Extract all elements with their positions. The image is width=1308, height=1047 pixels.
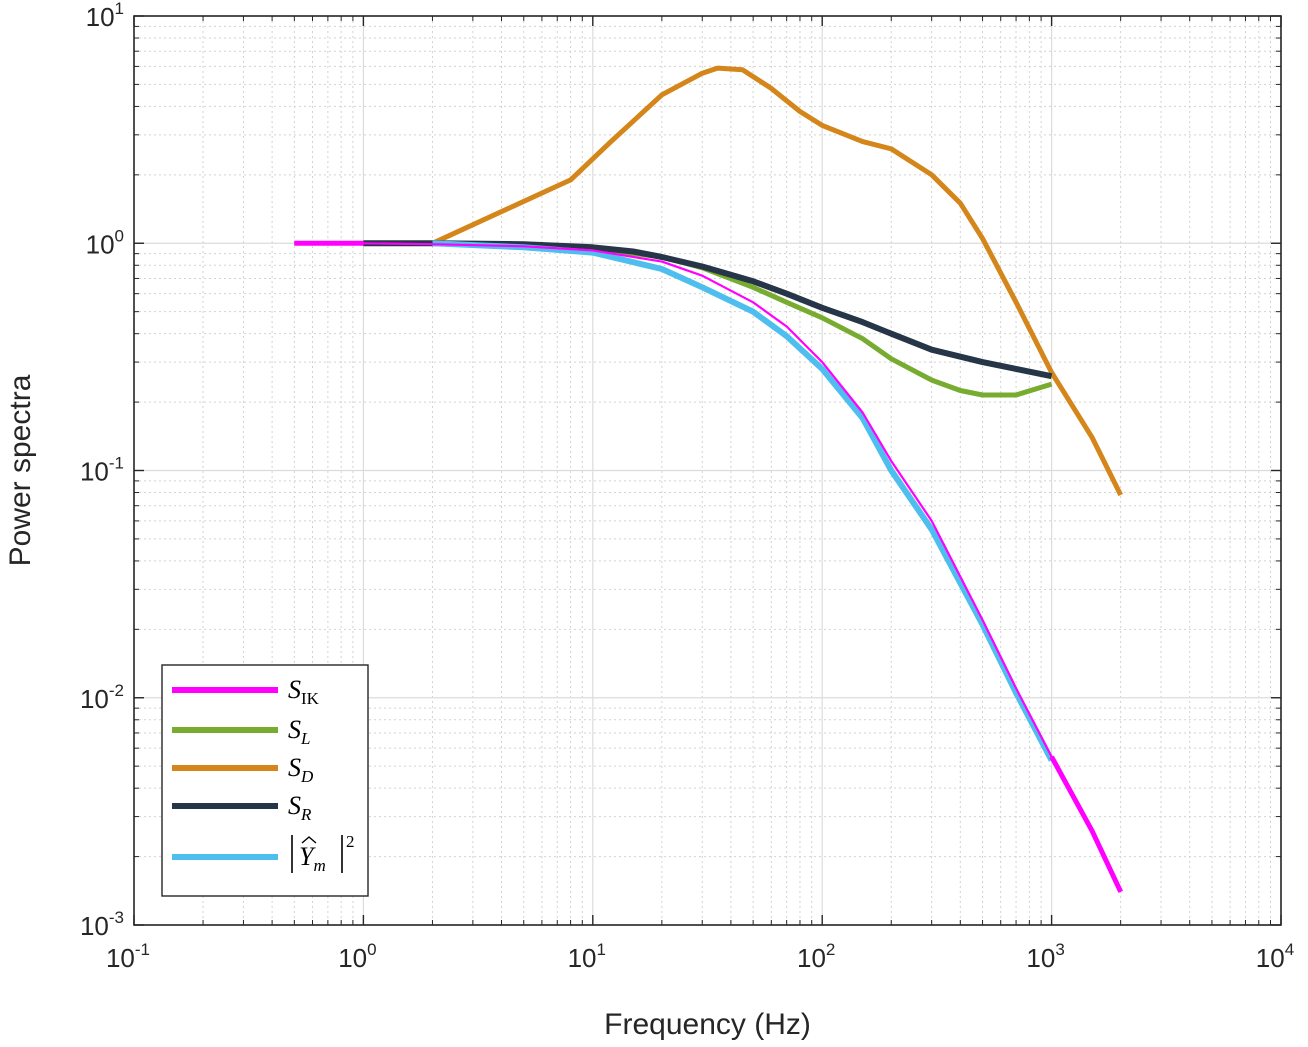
legend-label-sl: SL (288, 715, 310, 748)
series-ik-tail (1049, 755, 1123, 893)
y-tick-label: 101 (86, 0, 124, 32)
series-line-sr (363, 240, 1053, 380)
y-tick-label: 100 (86, 226, 124, 259)
x-tick-label: 102 (797, 940, 835, 973)
legend-label-sr: SR (288, 791, 312, 824)
x-tick-labels: 10-1 100 101 102 103 104 (106, 940, 1294, 973)
series-line-sd (431, 65, 1123, 497)
x-tick-label: 10-1 (106, 940, 150, 973)
legend: SIK SL SD SR Ym2 (161, 664, 369, 897)
minor-grid (134, 16, 1281, 925)
series-line-ym2 (432, 240, 1055, 762)
x-tick-label: 101 (568, 940, 606, 973)
axis-ticks (133, 15, 1282, 926)
y-tick-label: 10-2 (80, 681, 124, 714)
y-tick-label: 10-1 (80, 454, 124, 487)
series-layer (294, 65, 1123, 893)
legend-label-sd: SD (288, 753, 314, 786)
legend-label-ym2: Ym2 (299, 832, 355, 875)
legend-box (161, 664, 369, 897)
y-tick-label: 10-3 (80, 908, 124, 941)
y-tick-labels: 10-3 10-2 10-1 100 101 (80, 0, 124, 941)
x-tick-label: 103 (1026, 940, 1064, 973)
legend-label-sik: SIK (288, 675, 320, 708)
x-tick-label: 100 (338, 940, 376, 973)
series-line-sik (294, 242, 1122, 893)
x-axis-title: Frequency (Hz) (604, 1008, 811, 1041)
legend-hat-mark (301, 836, 317, 844)
x-tick-label: 104 (1256, 940, 1294, 973)
y-axis-title: Power spectra (4, 374, 37, 566)
